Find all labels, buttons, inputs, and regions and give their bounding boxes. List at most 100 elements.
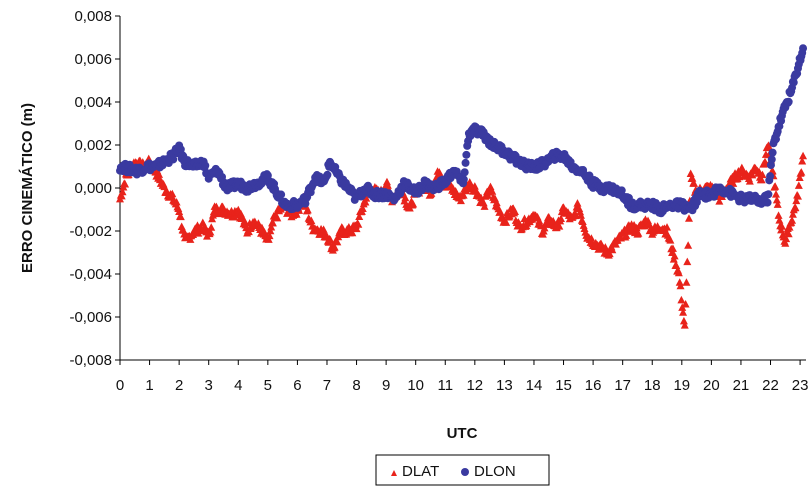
dlat-point [605,249,614,258]
dlat-point [764,141,773,149]
dlat-point [668,244,677,252]
dlat-point [470,182,479,190]
x-tick-label: 23 [792,377,809,394]
y-tick-label: 0,004 [74,94,112,111]
dlat-point [679,308,688,316]
dlat-point [121,179,130,188]
dlat-point [456,196,465,205]
y-tick-label: 0,008 [74,8,112,25]
x-tick-label: 7 [323,377,331,394]
dlat-point [358,204,367,213]
x-tick-label: 19 [673,377,690,394]
dlat-point [176,212,185,221]
dlat-point [459,191,468,199]
dlat-point [748,170,757,179]
dlat-point [266,226,275,235]
dlat-point [794,181,803,189]
x-tick-label: 16 [585,377,602,394]
x-tick-label: 18 [644,377,661,394]
x-tick-label: 17 [614,377,631,394]
x-tick-label: 20 [703,377,720,394]
dlon-point [201,161,210,170]
dlat-point [307,216,316,225]
dlat-point [480,202,489,210]
dlat-point [683,257,692,266]
dlat-point [666,236,675,244]
dlat-point [333,237,342,246]
dlat-point [715,197,724,205]
dlat-point [757,175,766,184]
y-tick-label: 0,000 [74,180,112,197]
dlat-point [200,221,209,230]
x-tick-label: 6 [293,377,301,394]
dlat-point [265,231,274,240]
x-tick-label: 4 [234,377,242,394]
dlat-point [319,225,328,233]
dlat-point [674,268,683,277]
dlat-point [292,210,301,218]
dlon-point [799,44,808,53]
dlon-point [784,97,793,106]
x-axis-title: UTC [447,425,478,442]
dlat-point [117,191,126,200]
dlat-point [644,219,653,227]
dlat-point [273,213,282,222]
dlat-point [578,217,587,225]
dlat-point [118,187,127,196]
dlat-point [729,179,738,187]
dlat-point [745,177,754,185]
dlat-point [510,207,519,215]
dlat-point [267,222,276,231]
y-tick-label: 0,002 [74,137,112,154]
dlat-point [681,299,690,308]
dlat-point [383,181,392,189]
dlat-point [774,211,783,219]
dlat-point [791,203,800,212]
dlat-point [663,223,672,231]
dlat-point [175,207,184,216]
dlat-point [361,197,370,206]
x-tick-label: 9 [382,377,390,394]
dlon-point [763,198,772,207]
y-tick-label: -0,008 [69,352,112,369]
dlat-point [492,198,501,207]
dlat-point [401,193,410,202]
dlat-point [155,170,164,178]
x-tick-label: 12 [466,377,483,394]
dlat-point [676,281,685,290]
dlat-point [684,214,693,222]
dlon-point [766,172,775,181]
dlat-point [382,177,391,186]
dlat-point [775,216,784,224]
x-tick-label: 0 [116,377,124,394]
dlat-point [670,251,679,260]
dlat-point [355,212,364,221]
dlat-point [326,235,335,244]
dlat-point [686,169,695,178]
dlat-point [601,243,610,251]
dlat-point [777,222,786,230]
dlat-point [773,200,782,208]
dlat-point [788,210,797,218]
dlat-point [771,182,780,190]
legend-label-dlon: DLON [474,463,516,480]
dlat-point [576,211,585,219]
dlon-point [323,170,332,179]
dlat-point [798,156,807,165]
x-tick-label: 3 [205,377,213,394]
dlat-point [488,187,497,195]
dlon-point [768,148,777,157]
dlat-point [680,321,689,329]
dlat-point [772,190,781,198]
x-tick-label: 1 [145,377,153,394]
dlat-point [206,228,215,236]
x-tick-label: 13 [496,377,513,394]
dlat-point [160,182,169,191]
dlat-point [207,223,216,231]
dlat-point [576,207,585,216]
dlat-point [677,295,686,304]
dlat-point [555,222,564,230]
dlat-point [679,316,688,325]
dlat-point [622,231,631,239]
